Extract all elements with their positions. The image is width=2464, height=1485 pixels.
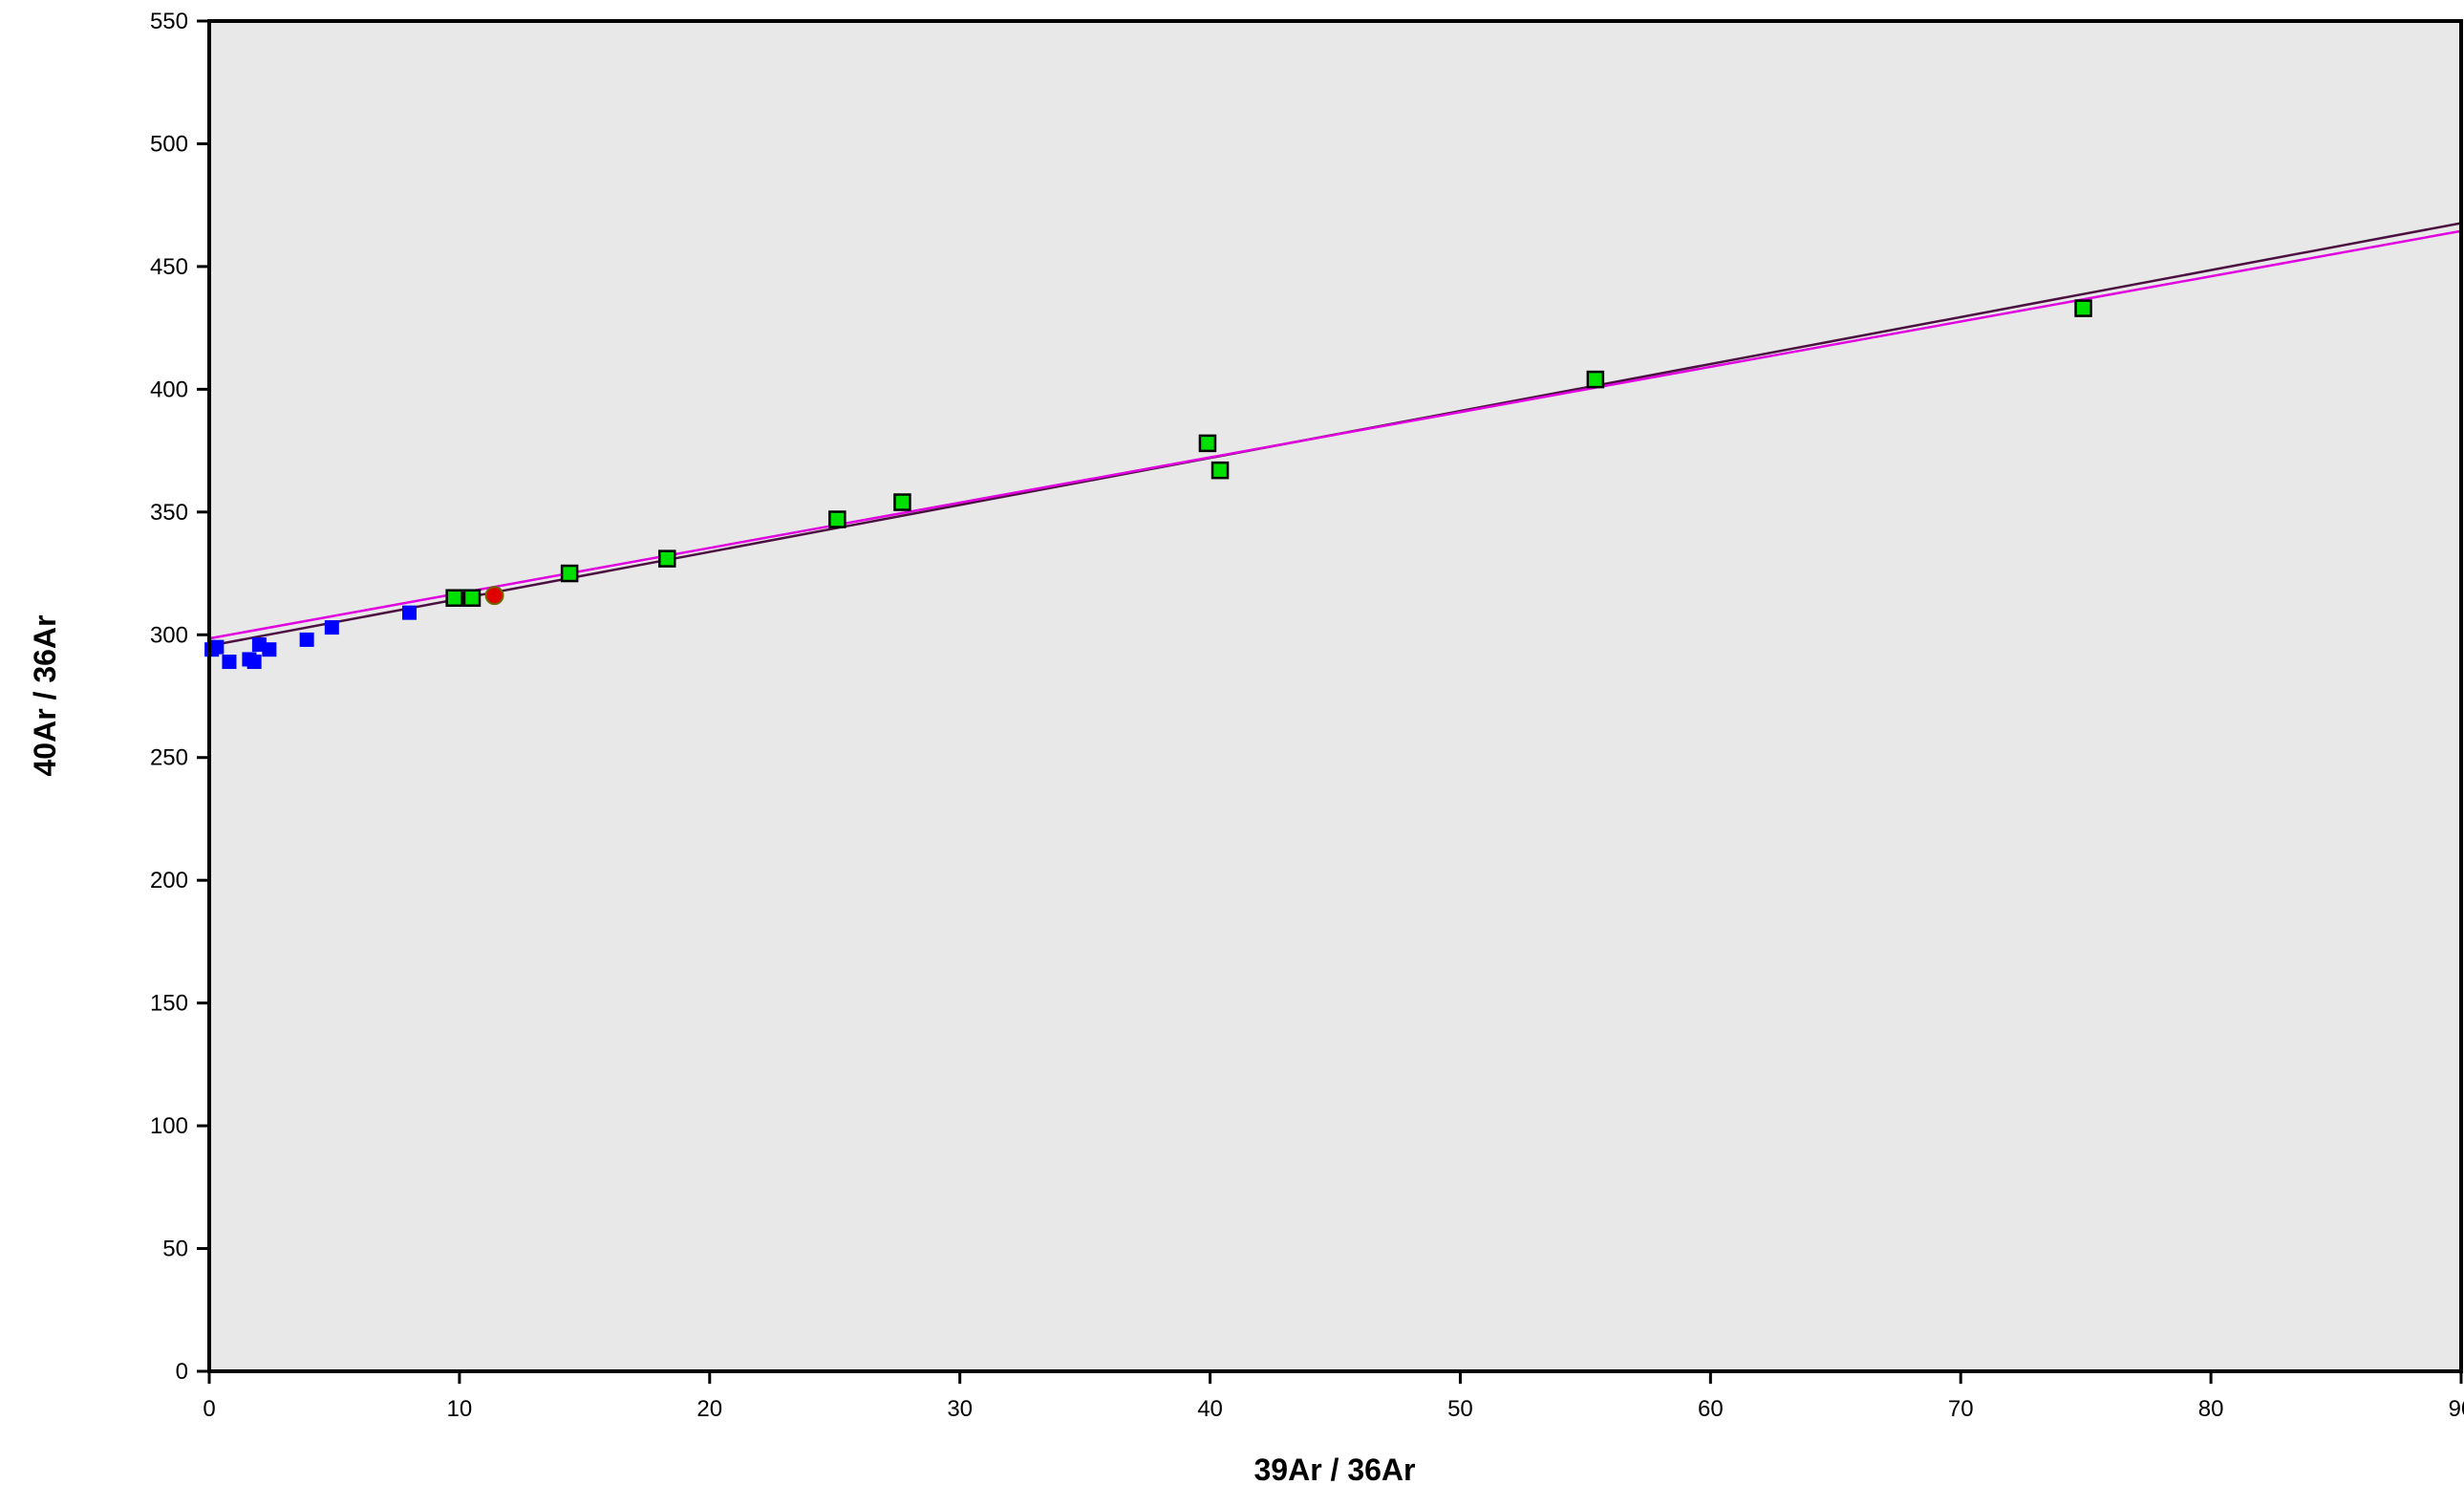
y-tick-label: 400 <box>150 377 188 402</box>
y-tick-label: 100 <box>150 1113 188 1139</box>
x-tick-label: 30 <box>947 1396 973 1422</box>
x-tick-label: 90 <box>2449 1396 2464 1422</box>
x-tick-label: 50 <box>1447 1396 1473 1422</box>
y-tick-label: 550 <box>150 9 188 34</box>
data-point-blue <box>222 655 237 670</box>
x-axis-ticks: 0 10 20 30 40 50 60 70 80 90 <box>203 1371 2464 1422</box>
data-point-green <box>1198 434 1217 453</box>
plot-frame <box>207 19 2463 1373</box>
data-point-red <box>484 586 504 606</box>
regression-line-2 <box>208 229 2462 640</box>
data-point-blue <box>262 642 277 657</box>
regression-lines <box>208 222 2462 648</box>
x-tick-label: 10 <box>447 1396 473 1422</box>
x-tick-label: 20 <box>696 1396 722 1422</box>
plot-area <box>209 21 2461 1371</box>
x-tick-label: 80 <box>2198 1396 2224 1422</box>
y-tick-label: 150 <box>150 991 188 1017</box>
data-point-green <box>893 493 911 511</box>
x-tick-label: 60 <box>1698 1396 1724 1422</box>
y-axis-title: 40Ar / 36Ar <box>28 615 62 777</box>
data-point-green <box>462 589 482 607</box>
data-point-green <box>560 564 579 583</box>
y-tick-label: 200 <box>150 868 188 893</box>
data-point-green <box>1586 370 1605 389</box>
y-axis-ticks: 0 50 100 150 200 250 300 350 400 450 500 550 <box>150 9 209 1385</box>
x-tick-label: 40 <box>1197 1396 1223 1422</box>
data-point-green <box>2074 299 2092 317</box>
y-tick-label: 50 <box>162 1237 188 1262</box>
data-points <box>204 299 2092 670</box>
data-point-green <box>828 510 846 528</box>
y-tick-label: 450 <box>150 254 188 280</box>
data-point-blue <box>246 655 262 670</box>
data-point-blue <box>324 620 339 635</box>
data-point-green <box>1211 461 1230 480</box>
x-tick-label: 0 <box>203 1396 215 1422</box>
data-point-blue <box>402 605 418 620</box>
y-tick-label: 300 <box>150 622 188 648</box>
y-tick-label: 500 <box>150 131 188 157</box>
data-point-green <box>658 549 676 568</box>
data-point-blue <box>299 632 314 647</box>
data-point-green <box>445 589 463 607</box>
x-tick-label: 70 <box>1948 1396 1974 1422</box>
y-tick-label: 350 <box>150 500 188 526</box>
x-axis-title: 39Ar / 36Ar <box>1254 1453 1416 1485</box>
data-point-blue <box>209 639 225 655</box>
y-tick-label: 250 <box>150 745 188 771</box>
y-tick-label: 0 <box>176 1359 188 1385</box>
